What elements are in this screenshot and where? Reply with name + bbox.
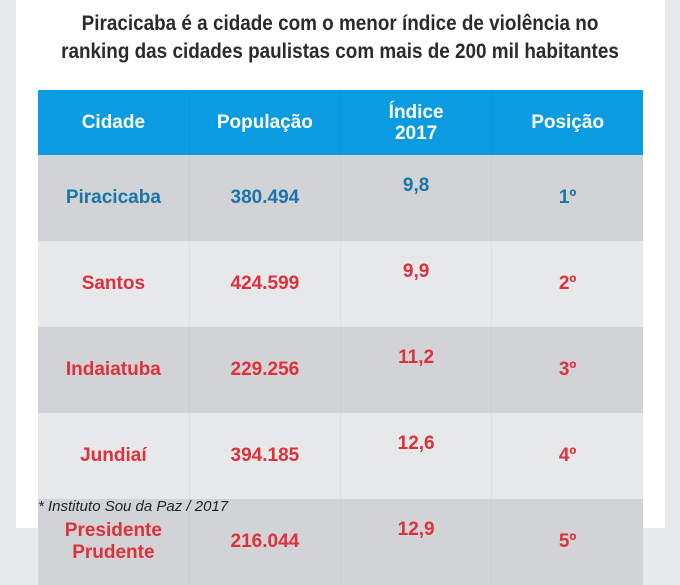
index-cell: 11,2 bbox=[340, 327, 492, 413]
position-cell: 2º bbox=[491, 241, 643, 327]
footnote: * Instituto Sou da Paz / 2017 bbox=[38, 498, 229, 515]
index-cell: 9,8 bbox=[340, 155, 492, 241]
city-cell: Piracicaba bbox=[38, 155, 190, 241]
population-cell: 380.494 bbox=[189, 155, 341, 241]
header-indice: Índice 2017 bbox=[340, 90, 492, 155]
ranking-table: Cidade População Índice 2017 Posição Pira… bbox=[38, 90, 643, 585]
index-cell: 12,9 bbox=[340, 499, 492, 585]
index-cell: 12,6 bbox=[340, 413, 492, 499]
table-row: Piracicaba 380.494 9,8 1º bbox=[38, 155, 643, 241]
table-row: Indaiatuba 229.256 11,2 3º bbox=[38, 327, 643, 413]
table-row: Santos 424.599 9,9 2º bbox=[38, 241, 643, 327]
city-cell: Santos bbox=[38, 241, 190, 327]
position-cell: 5º bbox=[491, 499, 643, 585]
position-cell: 3º bbox=[491, 327, 643, 413]
population-cell: 229.256 bbox=[189, 327, 341, 413]
index-cell: 9,9 bbox=[340, 241, 492, 327]
infographic-title: Piracicaba é a cidade com o menor índice… bbox=[34, 10, 646, 66]
position-cell: 4º bbox=[491, 413, 643, 499]
table-header: Cidade População Índice 2017 Posição bbox=[38, 90, 643, 155]
position-cell: 1º bbox=[491, 155, 643, 241]
city-cell: Indaiatuba bbox=[38, 327, 190, 413]
header-posicao: Posição bbox=[491, 90, 643, 155]
header-cidade: Cidade bbox=[38, 90, 190, 155]
title-line-1: Piracicaba é a cidade com o menor índice… bbox=[81, 12, 599, 35]
header-populacao: População bbox=[189, 90, 341, 155]
population-cell: 394.185 bbox=[189, 413, 341, 499]
table-row: Jundiaí 394.185 12,6 4º bbox=[38, 413, 643, 499]
title-line-2: ranking das cidades paulistas com mais d… bbox=[61, 40, 619, 63]
city-cell: Jundiaí bbox=[38, 413, 190, 499]
population-cell: 424.599 bbox=[189, 241, 341, 327]
